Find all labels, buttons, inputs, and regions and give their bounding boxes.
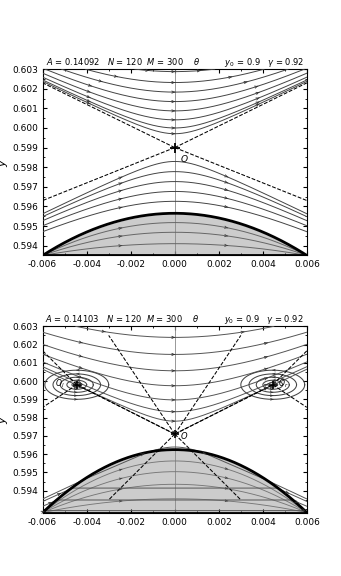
Y-axis label: $\it{y}$: $\it{y}$	[0, 158, 11, 167]
Text: $\it{O}$: $\it{O}$	[180, 153, 189, 164]
Y-axis label: $\it{y}$: $\it{y}$	[0, 415, 11, 424]
Title: $\it{A}$ = 0.14092   $\it{N}$ = 120  $\it{M}$ = 300    $\it{\theta}$          $\: $\it{A}$ = 0.14092 $\it{N}$ = 120 $\it{M…	[46, 56, 304, 69]
Text: $\it{O}_r$: $\it{O}_r$	[278, 378, 289, 390]
Text: $\it{O}$: $\it{O}$	[180, 430, 188, 441]
Title: $\it{A}$ = 0.14103   $\it{N}$ = 120  $\it{M}$ = 300    $\it{\theta}$          $\: $\it{A}$ = 0.14103 $\it{N}$ = 120 $\it{M…	[45, 313, 304, 326]
Text: $\it{O}_l$: $\it{O}_l$	[55, 378, 64, 390]
